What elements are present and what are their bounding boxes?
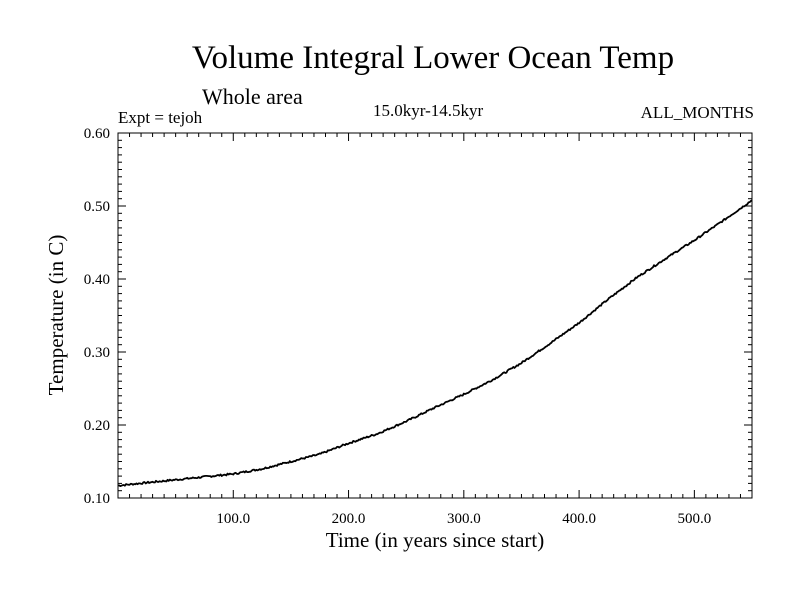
y-axis-label: Temperature (in C) [44,235,68,396]
x-axis-label: Time (in years since start) [326,528,545,552]
series-layer [117,199,753,488]
y-axis-ticks: 0.10 0.20 0.30 0.40 0.50 0.60 [84,126,752,507]
x-tick-label: 100.0 [216,511,250,527]
y-tick-label: 0.20 [84,418,110,434]
series-line [117,199,753,488]
y-tick-label: 0.50 [84,199,110,215]
x-tick-label: 400.0 [562,511,596,527]
chart-title: Volume Integral Lower Ocean Temp [191,40,675,76]
y-tick-label: 0.60 [84,126,110,142]
x-tick-label: 300.0 [447,511,481,527]
months-label: ALL_MONTHS [640,103,754,122]
period-label: 15.0kyr-14.5kyr [373,101,484,120]
y-tick-label: 0.40 [84,272,110,288]
chart-subtitle: Whole area [202,84,303,109]
y-tick-label: 0.30 [84,345,110,361]
x-tick-label: 500.0 [677,511,711,527]
x-axis-ticks: 100.0 200.0 300.0 400.0 500.0 [129,133,741,527]
y-tick-label: 0.10 [84,491,110,507]
experiment-label: Expt = tejoh [118,108,203,127]
plot-frame [117,132,753,499]
x-tick-label: 200.0 [332,511,366,527]
